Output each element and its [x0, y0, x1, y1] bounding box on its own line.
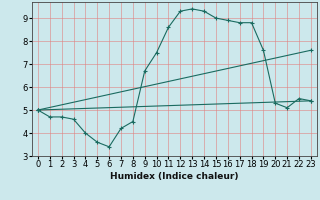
X-axis label: Humidex (Indice chaleur): Humidex (Indice chaleur): [110, 172, 239, 181]
